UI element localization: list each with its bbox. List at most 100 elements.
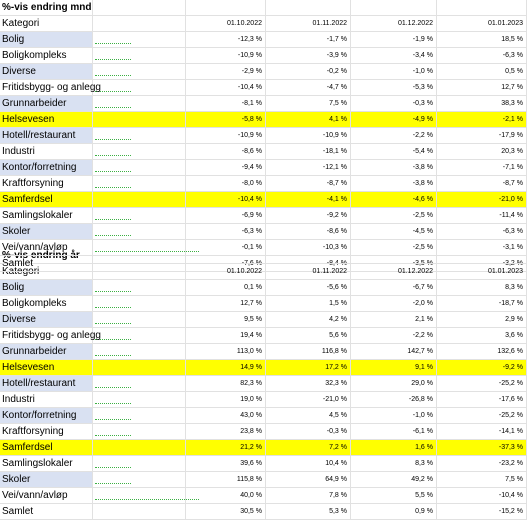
value-cell[interactable]: -5,8 % bbox=[186, 112, 266, 128]
sparkline-cell[interactable] bbox=[93, 208, 186, 224]
category-cell[interactable]: Fritidsbygg- og anlegg bbox=[0, 328, 101, 344]
value-cell[interactable]: -5,6 % bbox=[266, 280, 351, 296]
value-cell[interactable]: -1,0 % bbox=[351, 64, 437, 80]
value-cell[interactable]: 23,8 % bbox=[186, 424, 266, 440]
sparkline-cell[interactable] bbox=[93, 96, 186, 112]
value-cell[interactable]: -0,2 % bbox=[266, 64, 351, 80]
sparkline-cell[interactable] bbox=[93, 296, 186, 312]
sparkline-cell[interactable] bbox=[93, 280, 186, 296]
value-cell[interactable]: -10,4 % bbox=[186, 192, 266, 208]
value-cell[interactable]: -8,6 % bbox=[266, 224, 351, 240]
value-cell[interactable]: 113,0 % bbox=[186, 344, 266, 360]
value-cell[interactable]: 132,6 % bbox=[437, 344, 527, 360]
category-cell[interactable]: Industri bbox=[0, 392, 93, 408]
sparkline-cell[interactable] bbox=[93, 440, 186, 456]
sparkline-cell[interactable] bbox=[93, 32, 186, 48]
value-cell[interactable]: -10,4 % bbox=[437, 488, 527, 504]
value-cell[interactable]: -6,3 % bbox=[437, 224, 527, 240]
value-cell[interactable]: 7,8 % bbox=[266, 488, 351, 504]
value-cell[interactable]: 64,9 % bbox=[266, 472, 351, 488]
value-cell[interactable]: -14,1 % bbox=[437, 424, 527, 440]
category-cell[interactable]: Bolig bbox=[0, 32, 93, 48]
value-cell[interactable]: -6,9 % bbox=[186, 208, 266, 224]
value-cell[interactable]: -2,0 % bbox=[351, 296, 437, 312]
category-cell[interactable]: Samlingslokaler bbox=[0, 208, 93, 224]
sparkline-cell[interactable] bbox=[93, 376, 186, 392]
value-cell[interactable]: -17,6 % bbox=[437, 392, 527, 408]
value-cell[interactable]: -9,2 % bbox=[437, 360, 527, 376]
value-cell[interactable]: 12,7 % bbox=[186, 296, 266, 312]
value-cell[interactable]: -25,2 % bbox=[437, 408, 527, 424]
category-cell[interactable]: Grunnarbeider bbox=[0, 344, 93, 360]
value-cell[interactable]: 9,1 % bbox=[351, 360, 437, 376]
value-cell[interactable]: -2,1 % bbox=[437, 112, 527, 128]
value-cell[interactable]: -18,1 % bbox=[266, 144, 351, 160]
sparkline-cell[interactable] bbox=[93, 80, 186, 96]
value-cell[interactable]: -3,8 % bbox=[351, 160, 437, 176]
value-cell[interactable]: -8,0 % bbox=[186, 176, 266, 192]
value-cell[interactable]: 7,5 % bbox=[266, 96, 351, 112]
empty-cell[interactable] bbox=[93, 264, 186, 280]
sparkline-cell[interactable] bbox=[93, 160, 186, 176]
value-cell[interactable]: 14,9 % bbox=[186, 360, 266, 376]
value-cell[interactable]: -4,5 % bbox=[351, 224, 437, 240]
value-cell[interactable]: -9,4 % bbox=[186, 160, 266, 176]
value-cell[interactable]: 82,3 % bbox=[186, 376, 266, 392]
value-cell[interactable]: -8,7 % bbox=[437, 176, 527, 192]
value-cell[interactable]: 39,6 % bbox=[186, 456, 266, 472]
empty-cell[interactable] bbox=[186, 248, 266, 264]
empty-cell[interactable] bbox=[437, 0, 527, 16]
value-cell[interactable]: -1,7 % bbox=[266, 32, 351, 48]
category-cell[interactable]: Helsevesen bbox=[0, 112, 93, 128]
value-cell[interactable]: 19,0 % bbox=[186, 392, 266, 408]
category-cell[interactable]: Kraftforsyning bbox=[0, 176, 93, 192]
value-cell[interactable]: -23,2 % bbox=[437, 456, 527, 472]
value-cell[interactable]: 0,1 % bbox=[186, 280, 266, 296]
value-cell[interactable]: -8,7 % bbox=[266, 176, 351, 192]
value-cell[interactable]: -1,9 % bbox=[351, 32, 437, 48]
value-cell[interactable]: 142,7 % bbox=[351, 344, 437, 360]
value-cell[interactable]: 1,6 % bbox=[351, 440, 437, 456]
category-cell[interactable]: Kraftforsyning bbox=[0, 424, 93, 440]
value-cell[interactable]: 29,0 % bbox=[351, 376, 437, 392]
sparkline-cell[interactable] bbox=[93, 328, 186, 344]
category-cell[interactable]: Skoler bbox=[0, 224, 93, 240]
value-cell[interactable]: 19,4 % bbox=[186, 328, 266, 344]
sparkline-cell[interactable] bbox=[93, 128, 186, 144]
value-cell[interactable]: -2,2 % bbox=[351, 328, 437, 344]
empty-cell[interactable] bbox=[186, 0, 266, 16]
sparkline-cell[interactable] bbox=[93, 344, 186, 360]
sparkline-cell[interactable] bbox=[93, 144, 186, 160]
value-cell[interactable]: -3,8 % bbox=[351, 176, 437, 192]
value-cell[interactable]: 2,9 % bbox=[437, 312, 527, 328]
value-cell[interactable]: -3,9 % bbox=[266, 48, 351, 64]
sparkline-cell[interactable] bbox=[93, 48, 186, 64]
value-cell[interactable]: 40,0 % bbox=[186, 488, 266, 504]
value-cell[interactable]: -2,2 % bbox=[351, 128, 437, 144]
value-cell[interactable]: 7,5 % bbox=[437, 472, 527, 488]
value-cell[interactable]: -10,9 % bbox=[186, 128, 266, 144]
value-cell[interactable]: 18,5 % bbox=[437, 32, 527, 48]
value-cell[interactable]: -18,7 % bbox=[437, 296, 527, 312]
value-cell[interactable]: 3,6 % bbox=[437, 328, 527, 344]
sparkline-cell[interactable] bbox=[93, 504, 186, 520]
value-cell[interactable]: -3,4 % bbox=[351, 48, 437, 64]
value-cell[interactable]: 8,3 % bbox=[351, 456, 437, 472]
value-cell[interactable]: 2,1 % bbox=[351, 312, 437, 328]
value-cell[interactable]: -26,8 % bbox=[351, 392, 437, 408]
category-cell[interactable]: Industri bbox=[0, 144, 93, 160]
value-cell[interactable]: 8,3 % bbox=[437, 280, 527, 296]
category-cell[interactable]: Boligkompleks bbox=[0, 48, 93, 64]
value-cell[interactable]: 12,7 % bbox=[437, 80, 527, 96]
sparkline-cell[interactable] bbox=[93, 408, 186, 424]
sparkline-cell[interactable] bbox=[93, 424, 186, 440]
category-cell[interactable]: Skoler bbox=[0, 472, 93, 488]
value-cell[interactable]: 17,2 % bbox=[266, 360, 351, 376]
value-cell[interactable]: 21,2 % bbox=[186, 440, 266, 456]
category-cell[interactable]: Hotell/restaurant bbox=[0, 376, 93, 392]
value-cell[interactable]: -17,9 % bbox=[437, 128, 527, 144]
value-cell[interactable]: 115,8 % bbox=[186, 472, 266, 488]
category-cell[interactable]: Vei/vann/avløp bbox=[0, 240, 93, 256]
category-cell[interactable]: Samlet bbox=[0, 256, 93, 272]
category-cell[interactable]: Vei/vann/avløp bbox=[0, 488, 93, 504]
